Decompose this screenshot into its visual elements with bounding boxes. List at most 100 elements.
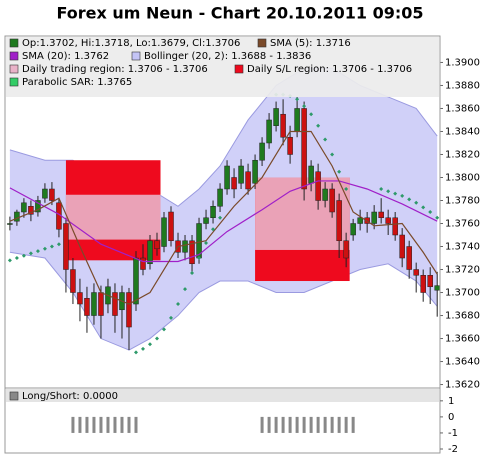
lower-y-tick-label: 1 <box>448 396 454 407</box>
sar-dot <box>169 315 174 320</box>
candle-body <box>154 240 160 250</box>
lower-y-tick-label: -2 <box>448 444 458 455</box>
candle-body <box>84 298 90 316</box>
sar-dot <box>428 210 433 214</box>
candle-body <box>217 188 223 207</box>
candle-body <box>91 292 97 316</box>
sar-dot <box>133 350 138 355</box>
sar-dot <box>302 104 307 109</box>
candle-body <box>392 217 398 236</box>
y-tick-label: 1.3840 <box>445 126 480 137</box>
sar-dot <box>316 123 321 128</box>
y-tick-label: 1.3660 <box>445 334 480 345</box>
sar-dot <box>330 152 335 157</box>
y-tick-label: 1.3860 <box>445 103 480 114</box>
sar-dot <box>14 256 19 261</box>
long-short-bar <box>288 416 292 433</box>
sar-dot <box>435 215 440 220</box>
candle-body <box>343 240 349 259</box>
y-tick-label: 1.3740 <box>445 242 480 253</box>
sar-dot <box>323 137 328 142</box>
candle-body <box>252 159 258 184</box>
candle-body <box>210 205 216 219</box>
sar-dot <box>42 246 47 251</box>
candle-body <box>406 246 412 270</box>
sar-dot <box>140 346 145 351</box>
long-short-bar <box>295 416 299 433</box>
candle-body <box>287 136 293 155</box>
sar-dot <box>190 270 195 275</box>
candle-body <box>413 269 419 276</box>
sar-dot <box>148 342 152 347</box>
candle-body <box>301 108 307 190</box>
y-tick-label: 1.3640 <box>445 357 480 368</box>
sar-dot <box>309 112 314 117</box>
long-short-bar <box>85 416 89 433</box>
candle-body <box>385 217 391 224</box>
candle-body <box>161 217 167 247</box>
y-tick-label: 1.3680 <box>445 311 480 322</box>
sar-dot <box>162 327 167 332</box>
legend-label: SMA (5): 1.3716 <box>270 38 351 49</box>
legend-label: Bollinger (20, 2): 1.3688 - 1.3836 <box>144 51 311 62</box>
candle-body <box>126 292 132 328</box>
legend-swatch <box>9 64 19 74</box>
candle-body <box>399 234 405 259</box>
candle-body <box>245 171 251 190</box>
sar-dot <box>400 193 405 198</box>
sma20-line <box>9 180 438 263</box>
long-short-bar <box>127 416 131 433</box>
candle-body <box>77 292 83 305</box>
y-tick-label: 1.3720 <box>445 265 480 276</box>
y-tick-label: 1.3900 <box>445 57 480 68</box>
candle-body <box>350 223 356 236</box>
sar-dot <box>218 215 223 220</box>
candle-body <box>112 292 118 316</box>
legend-label: Daily S/L region: 1.3706 - 1.3706 <box>247 64 412 75</box>
candle-body <box>329 188 335 213</box>
candle-body <box>294 108 300 132</box>
long-short-bar <box>113 416 117 433</box>
candle-body <box>259 142 265 161</box>
sar-dot <box>176 302 181 307</box>
candle-body <box>189 240 195 265</box>
candle-body <box>21 202 27 213</box>
long-short-bar <box>351 416 355 433</box>
sar-dot <box>407 197 412 202</box>
long-short-bar <box>274 416 278 433</box>
sar-dot <box>393 191 398 196</box>
candle-body <box>14 211 20 222</box>
sar-dot <box>28 251 33 256</box>
candle-body <box>336 200 342 242</box>
long-short-bar <box>330 416 334 433</box>
candle-body <box>49 188 55 201</box>
candle-body <box>140 257 146 270</box>
candle-body <box>273 108 279 126</box>
sar-dot <box>183 287 188 292</box>
candle-body <box>70 269 76 293</box>
sar-dot <box>21 253 26 258</box>
candle-body <box>266 119 272 144</box>
candle-body <box>168 211 174 242</box>
candle-body <box>315 171 321 201</box>
sar-dot <box>337 169 342 174</box>
long-short-bar <box>337 416 341 433</box>
long-short-bar <box>120 416 124 433</box>
long-short-bar <box>260 416 264 433</box>
sar-dot <box>379 186 384 191</box>
candle-body <box>357 217 363 224</box>
candle-body <box>371 211 377 224</box>
long-short-bar <box>281 416 285 433</box>
lower-y-tick-label: 0 <box>448 412 454 423</box>
candle-body <box>378 211 384 219</box>
sar-dot <box>295 97 300 102</box>
sar-dot <box>211 227 216 232</box>
sar-dot <box>197 256 202 261</box>
legend-swatch <box>234 64 244 74</box>
sar-dot <box>35 249 40 254</box>
y-tick-label: 1.3620 <box>445 380 480 391</box>
legend-label: Op:1.3702, Hi:1.3718, Lo:1.3679, Cl:1.37… <box>22 38 240 49</box>
lower-swatch <box>9 391 19 401</box>
long-short-bar <box>344 416 348 433</box>
